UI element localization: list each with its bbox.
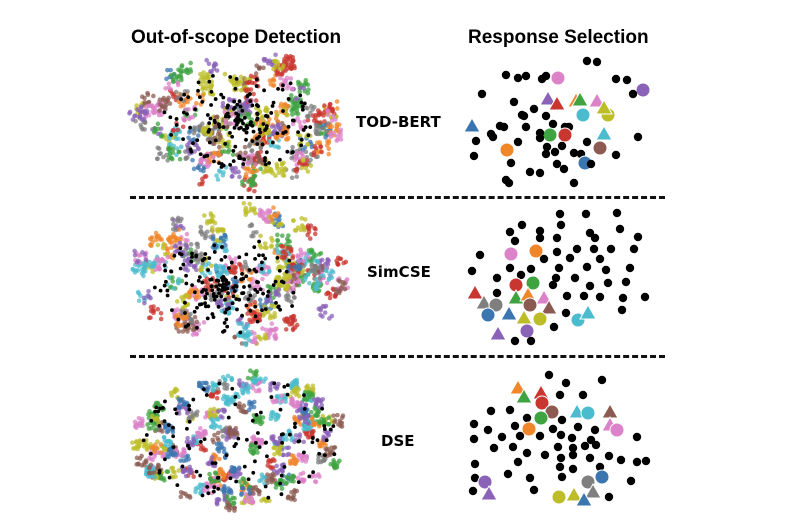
divider-1 <box>130 196 665 199</box>
row-label-dse: DSE <box>381 432 415 450</box>
scatter-panel-0 <box>127 52 344 194</box>
divider-2 <box>130 355 665 358</box>
scatter-panel-5 <box>468 370 651 507</box>
scatter-panel-3 <box>466 208 650 346</box>
scatter-panel-4 <box>130 368 346 513</box>
row-label-todbert: TOD-BERT <box>356 113 441 131</box>
scatter-panel-1 <box>463 56 651 188</box>
scatter-panel-2 <box>130 200 351 348</box>
column-title-response: Response Selection <box>468 27 649 48</box>
column-title-ood: Out-of-scope Detection <box>131 27 342 48</box>
row-label-simcse: SimCSE <box>367 263 431 281</box>
